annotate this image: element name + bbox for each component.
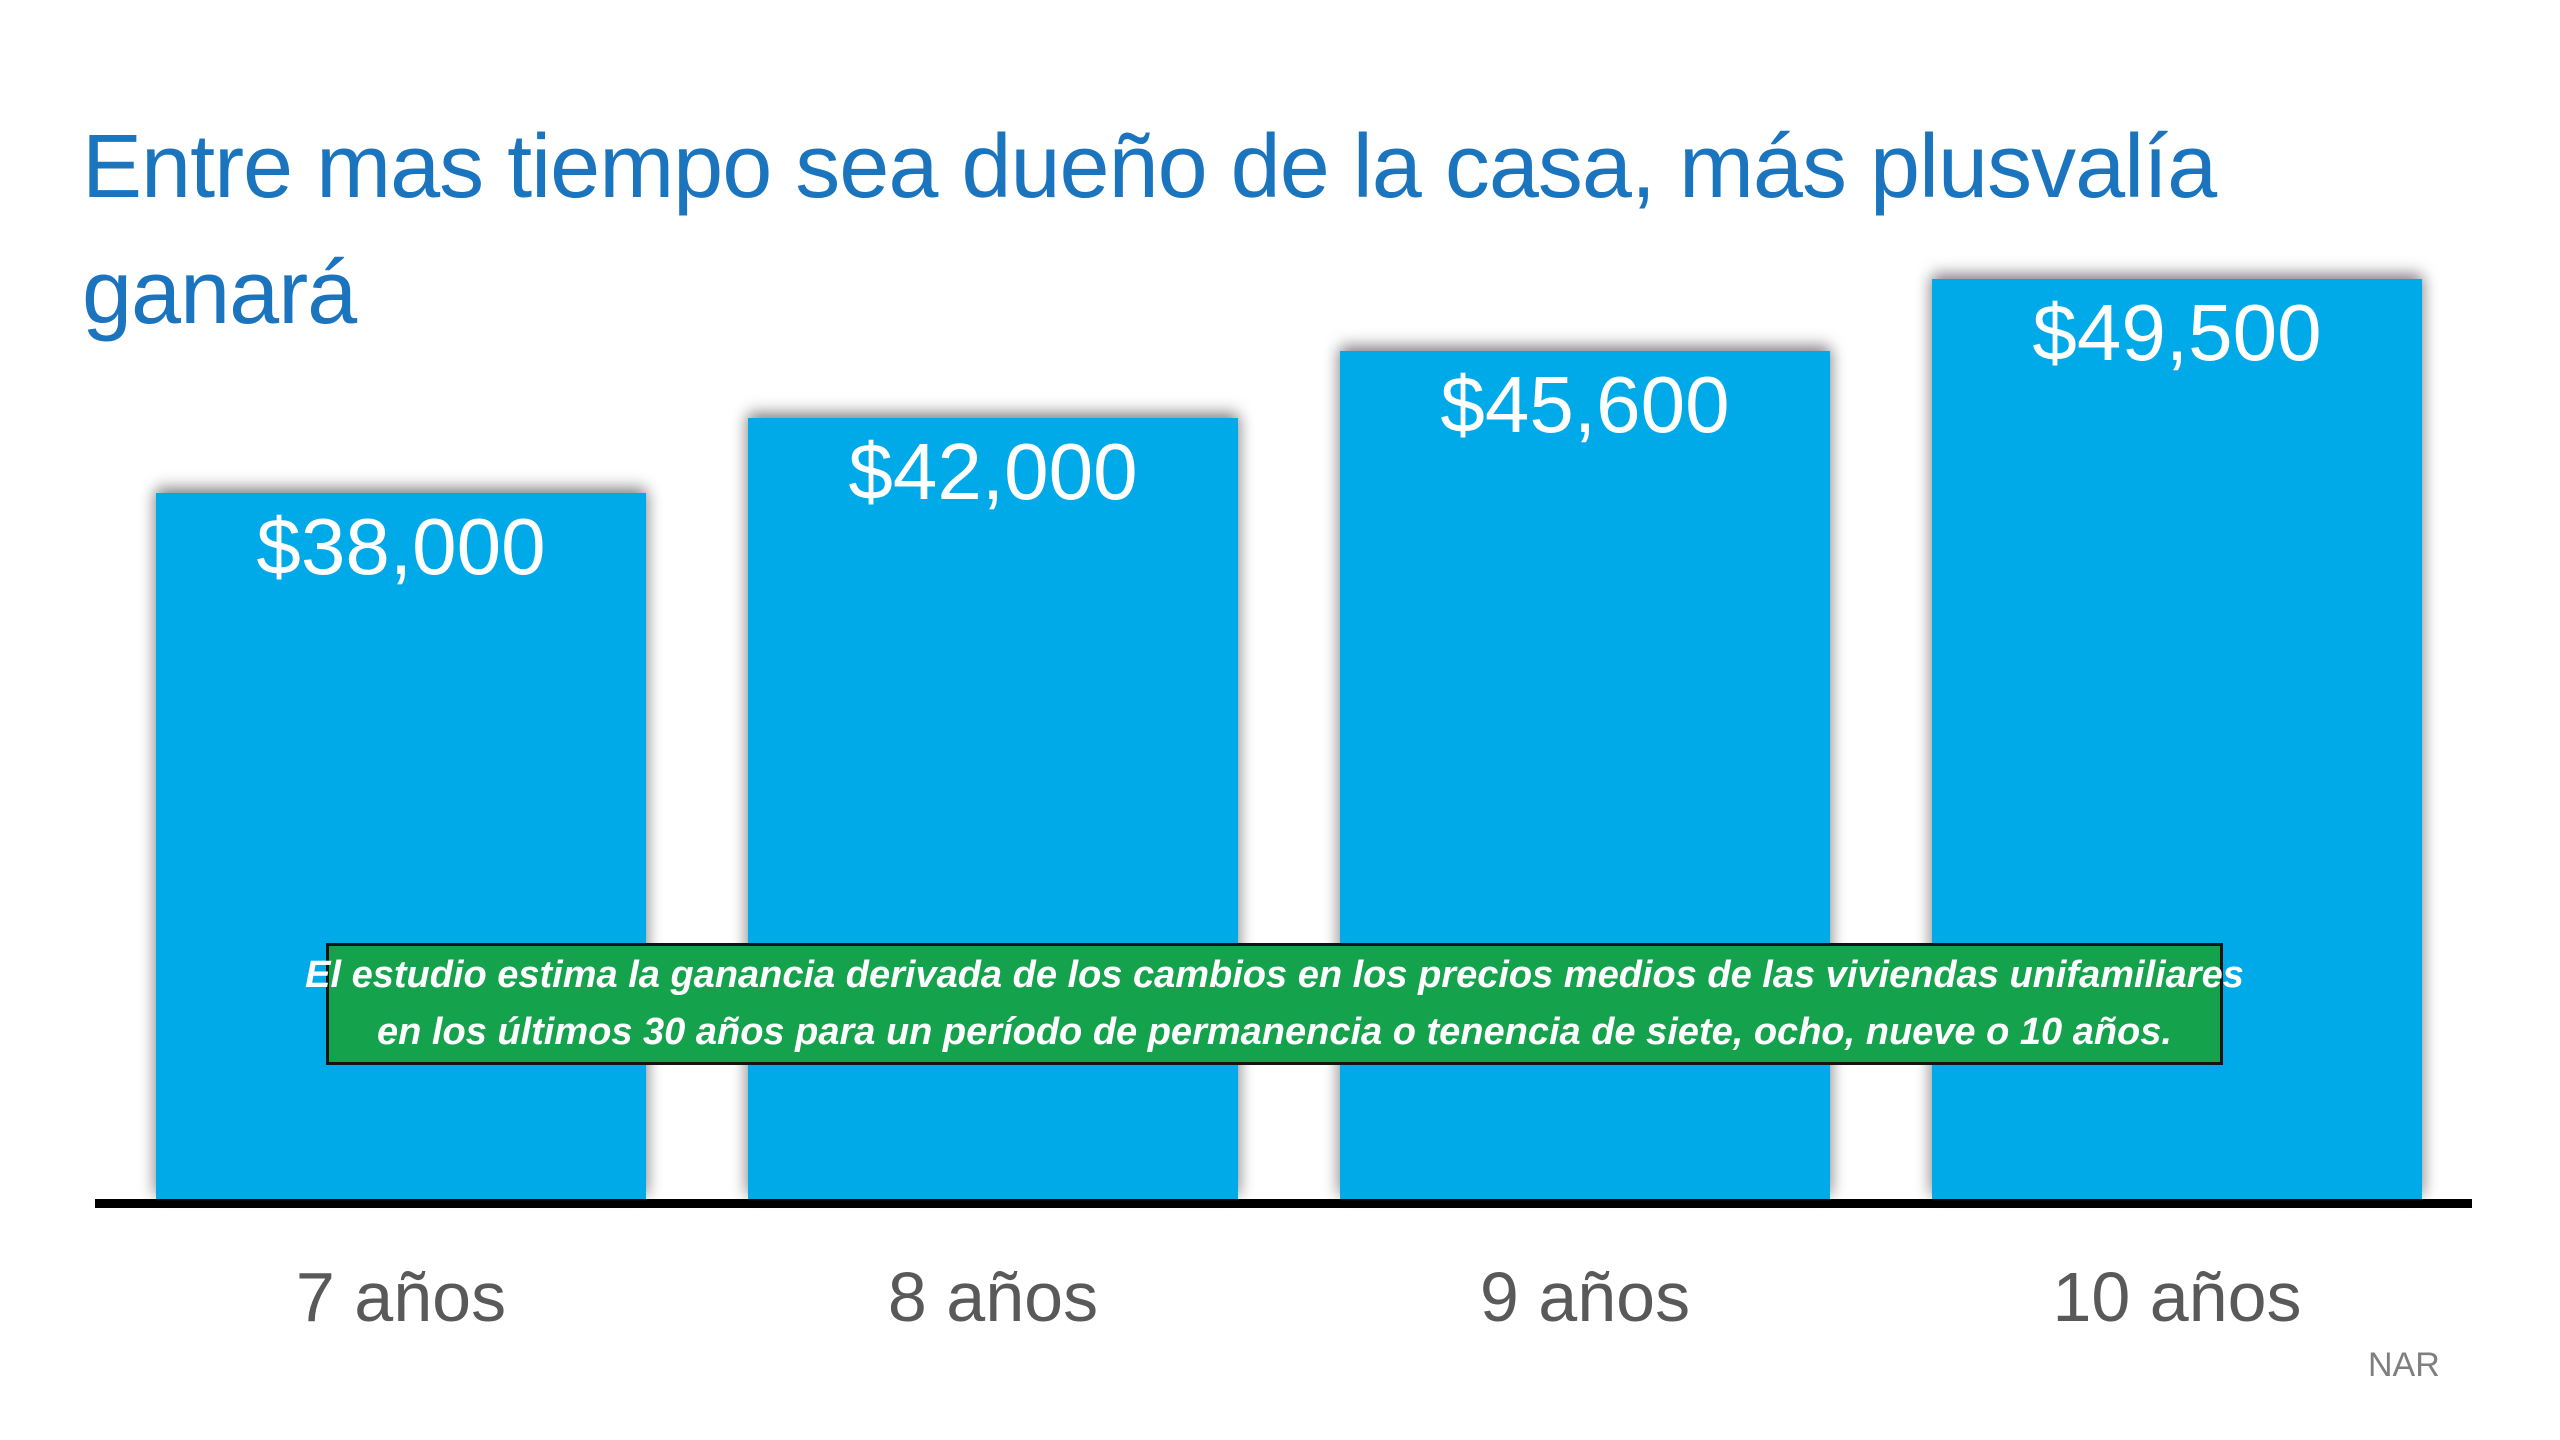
callout-text-line-2: en los últimos 30 años para un período d… xyxy=(377,1011,2172,1053)
page-title: Entre mas tiempo sea dueño de la casa, m… xyxy=(82,104,2502,356)
source-label: NAR xyxy=(2368,1346,2440,1384)
bar-value-label: $45,600 xyxy=(1440,360,1730,449)
callout-text-line-1: El estudio estima la ganancia derivada d… xyxy=(305,954,2244,996)
bar-value-label: $42,000 xyxy=(848,427,1138,516)
x-axis-label-8-años: 8 años xyxy=(887,1258,1099,1336)
page-title-line-1: Entre mas tiempo sea dueño de la casa, m… xyxy=(82,117,2217,218)
bar-8-años: $42,000 xyxy=(748,418,1238,1199)
x-axis-line xyxy=(95,1199,2472,1208)
bar-7-años: $38,000 xyxy=(156,493,646,1199)
x-axis-label-10-años: 10 años xyxy=(2052,1258,2302,1336)
bar-value-label: $49,500 xyxy=(2032,288,2322,377)
bar-value-label: $38,000 xyxy=(256,502,546,591)
page-title-line-2: ganará xyxy=(82,243,357,344)
x-axis-label-9-años: 9 años xyxy=(1479,1258,1691,1336)
x-axis-label-7-años: 7 años xyxy=(295,1258,507,1336)
callout-box: El estudio estima la ganancia derivada d… xyxy=(305,943,2244,1065)
bar-9-años: $45,600 xyxy=(1340,351,1830,1199)
